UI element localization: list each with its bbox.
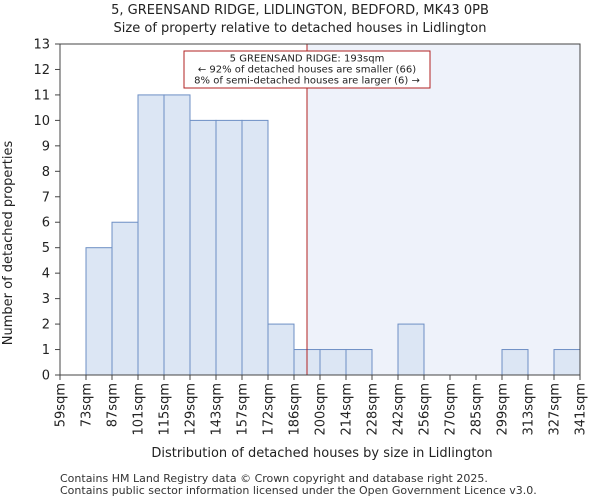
x-tick-label-59sqm: 59sqm [54, 383, 69, 427]
y-tick-label-7: 7 [42, 190, 50, 205]
x-tick-label-115sqm: 115sqm [158, 383, 173, 436]
x-tick-label-214sqm: 214sqm [340, 383, 355, 436]
bar-172sqm [267, 323, 295, 376]
y-axis-label: Number of detached properties [1, 141, 16, 346]
footer-line-2: Contains public sector information licen… [60, 484, 537, 497]
x-axis-label: Distribution of detached houses by size … [151, 446, 492, 461]
annotation-line-1: 5 GREENSAND RIDGE: 193sqm [230, 54, 385, 65]
y-tick-label-8: 8 [42, 165, 50, 180]
y-tick-label-13: 13 [33, 38, 50, 53]
bar-87sqm [111, 221, 139, 376]
x-tick-label-73sqm: 73sqm [80, 383, 95, 427]
y-tick-label-3: 3 [42, 292, 50, 307]
x-tick-label-285sqm: 285sqm [470, 383, 485, 436]
x-tick-label-101sqm: 101sqm [132, 383, 147, 436]
footer-line-1: Contains HM Land Registry data © Crown c… [60, 472, 488, 485]
x-tick-label-228sqm: 228sqm [366, 383, 381, 436]
bar-73sqm [85, 247, 113, 376]
x-tick-label-186sqm: 186sqm [288, 383, 303, 436]
chart-title-line-2: Size of property relative to detached ho… [114, 21, 487, 36]
bar-157sqm [241, 119, 269, 376]
bar-299sqm [501, 349, 529, 376]
footer-attribution: Contains HM Land Registry data © Crown c… [60, 472, 537, 497]
x-tick-label-87sqm: 87sqm [106, 383, 121, 427]
bar-129sqm [189, 119, 217, 376]
annotation-box: 5 GREENSAND RIDGE: 193sqm← 92% of detach… [183, 50, 431, 89]
bar-101sqm [137, 94, 165, 376]
y-tick-label-6: 6 [42, 216, 50, 231]
x-tick-label-256sqm: 256sqm [418, 383, 433, 436]
x-tick-label-157sqm: 157sqm [236, 383, 251, 436]
annotation-line-2: ← 92% of detached houses are smaller (66… [198, 65, 416, 76]
bar-214sqm [345, 349, 373, 376]
bar-327sqm [553, 349, 581, 376]
x-tick-label-172sqm: 172sqm [262, 383, 277, 436]
y-tick-label-11: 11 [33, 88, 50, 103]
x-tick-label-143sqm: 143sqm [210, 383, 225, 436]
y-tick-label-0: 0 [42, 369, 50, 384]
chart-title: 5, GREENSAND RIDGE, LIDLINGTON, BEDFORD,… [111, 3, 489, 36]
x-tick-label-313sqm: 313sqm [522, 383, 537, 436]
y-tick-label-10: 10 [33, 114, 50, 129]
bar-115sqm [163, 94, 191, 376]
x-tick-label-327sqm: 327sqm [548, 383, 563, 436]
y-tick-label-2: 2 [42, 318, 50, 333]
bar-200sqm [319, 349, 347, 376]
y-tick-label-9: 9 [42, 139, 50, 154]
chart-title-line-1: 5, GREENSAND RIDGE, LIDLINGTON, BEDFORD,… [111, 3, 489, 18]
x-tick-label-299sqm: 299sqm [496, 383, 511, 436]
x-tick-label-341sqm: 341sqm [574, 383, 589, 436]
y-tick-label-5: 5 [42, 241, 50, 256]
annotation-line-3: 8% of semi-detached houses are larger (6… [194, 76, 420, 87]
bar-143sqm [215, 119, 243, 376]
y-tick-label-12: 12 [33, 63, 50, 78]
annotation-frame [183, 50, 431, 89]
larger-region-shade [307, 44, 580, 375]
x-tick-label-270sqm: 270sqm [444, 383, 459, 436]
x-tick-label-242sqm: 242sqm [392, 383, 407, 436]
bar-242sqm [397, 323, 425, 376]
x-tick-label-129sqm: 129sqm [184, 383, 199, 436]
x-tick-label-200sqm: 200sqm [314, 383, 329, 436]
y-tick-label-4: 4 [42, 267, 50, 282]
y-tick-label-1: 1 [42, 343, 50, 358]
